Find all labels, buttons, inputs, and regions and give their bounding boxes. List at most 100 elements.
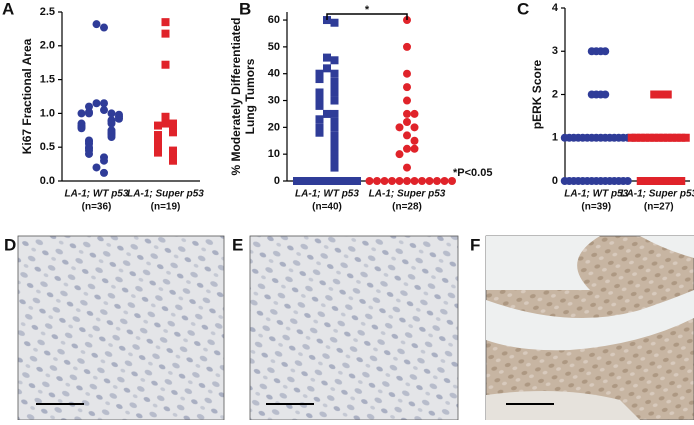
x-tick-label: LA-1; WT p53 [564,189,628,200]
data-point [100,106,108,115]
image-e [249,235,459,421]
data-point [169,119,177,128]
data-point [330,109,339,118]
data-point [85,149,93,158]
data-point [330,144,339,153]
data-point [330,158,339,167]
data-point [315,69,324,78]
data-point [315,128,324,137]
data-point [330,150,339,159]
panel-label: A [2,0,14,18]
data-point [330,56,339,65]
y-tick-label: 0.5 [40,141,55,153]
data-point [410,144,419,153]
data-point [365,177,374,185]
data-point [395,123,404,132]
data-point [403,163,411,172]
data-point [654,133,663,142]
y-tick-label: 0 [552,175,558,187]
data-point [100,23,108,32]
data-point [315,88,324,97]
data-point [587,90,596,99]
data-point [681,133,690,142]
data-point [330,177,339,185]
data-point [315,115,324,124]
group-size: (n=28) [392,202,422,213]
data-point [433,177,441,185]
data-point [323,16,331,25]
data-point [115,114,123,123]
data-point [161,119,170,128]
data-point [154,121,162,130]
data-point [85,109,93,118]
data-point [395,177,404,185]
y-tick-label: 60 [268,14,280,26]
y-tick-label: 1.0 [40,107,55,119]
y-axis-label: pERK Score [530,60,544,130]
data-point [672,177,681,185]
x-tick-label: LA-1; Super p53 [620,189,694,200]
data-point [330,131,339,140]
data-point [663,177,672,185]
data-point [403,69,411,78]
panel-label: B [239,0,251,18]
y-tick-label: 30 [268,94,280,106]
data-point [560,133,569,142]
y-tick-label: 1.5 [40,74,55,86]
data-point [403,96,411,105]
y-axis-label: Ki67 Fractional Area [20,38,34,154]
data-point [623,177,632,185]
group-size: (n=27) [644,202,674,213]
panel-label: E [232,235,243,254]
data-point [627,133,636,142]
data-point [448,177,456,185]
data-point [601,90,610,99]
data-point [107,119,116,128]
group-size: (n=36) [82,202,112,213]
group-size: (n=19) [151,202,181,213]
data-point [300,177,309,185]
data-point [330,18,339,27]
data-point [636,177,645,185]
group-size: (n=40) [312,202,342,213]
data-point [440,177,449,185]
data-point [380,177,389,185]
data-point [154,143,162,152]
data-point [169,156,177,165]
panel-label: D [4,235,16,254]
data-point [654,90,663,99]
data-point [677,177,686,185]
data-point [154,148,162,157]
data-point [410,177,419,185]
x-tick-label: LA-1; Super p53 [127,189,204,200]
data-point [323,177,331,185]
data-point [418,177,426,185]
y-tick-label: 2.0 [40,40,55,52]
y-tick-label: 50 [268,41,280,53]
data-point [338,177,346,185]
data-point [161,112,170,121]
group-size: (n=39) [581,202,611,213]
data-point [315,123,324,132]
data-point [161,29,170,38]
data-point [560,177,569,185]
data-point [330,96,339,105]
data-point [663,90,672,99]
y-tick-label: 3 [552,45,558,57]
data-point [315,177,324,185]
y-tick-label: 20 [268,121,280,133]
data-point [92,163,101,172]
data-point [161,60,170,69]
data-point [410,136,419,145]
data-point [650,90,659,99]
y-tick-label: 10 [268,148,280,160]
panel-label: C [517,0,529,18]
y-axis-label: Lung Tumors [243,58,257,134]
data-point [161,18,170,27]
data-point [636,133,645,142]
panel-label: F [470,235,480,254]
data-point [403,42,411,51]
data-point [403,16,411,25]
footnote: *P<0.05 [453,167,492,179]
x-tick-label: LA-1; Super p53 [369,189,446,200]
